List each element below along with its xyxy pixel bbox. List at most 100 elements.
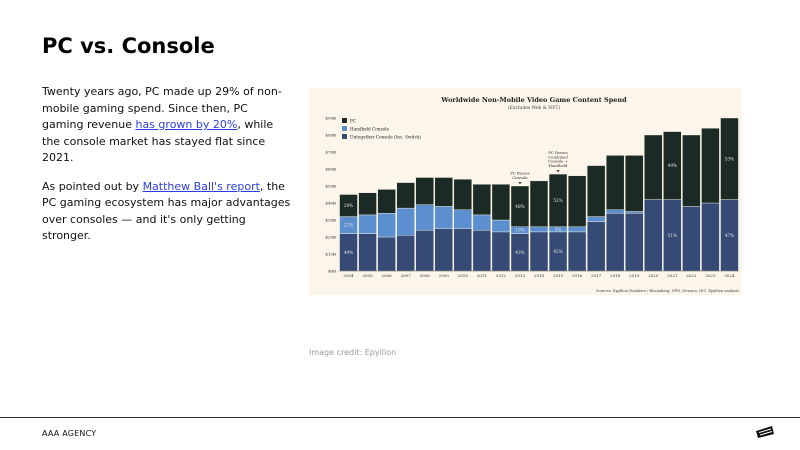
- annotation-arrow: [556, 170, 560, 173]
- y-tick-label: $90B: [325, 116, 336, 121]
- segment-data-label: 52%: [553, 198, 562, 203]
- annotation-label: PC Passes Console: [510, 171, 529, 180]
- bar-segment: [491, 184, 511, 221]
- x-tick-label: 2024: [724, 273, 735, 278]
- annotations: PC Passes Console PC Passes Combined Console…: [510, 150, 568, 185]
- x-tick-label: 2023: [705, 273, 716, 278]
- y-tick-label: $0B: [328, 269, 336, 274]
- x-tick-label: 2009: [439, 273, 450, 278]
- bar-segment: [567, 231, 587, 272]
- legend-swatch: [342, 118, 347, 123]
- bar-segment: [358, 233, 377, 272]
- matthew-ball-report-link[interactable]: Matthew Ball's report: [142, 179, 260, 193]
- pc-growth-link[interactable]: has grown by 20%: [135, 118, 238, 131]
- bar-segment: [377, 212, 396, 238]
- bar-segment: [720, 117, 739, 200]
- x-tick-label: 2015: [553, 273, 564, 278]
- x-tick-label: 2013: [515, 273, 526, 278]
- bar-segment: [453, 178, 472, 210]
- segment-data-label: 53%: [725, 156, 734, 161]
- bar-segment: [586, 216, 606, 222]
- paragraph-2: As pointed out by Matthew Ball's report,…: [42, 179, 292, 245]
- bar-segment: [625, 155, 644, 212]
- stacked-bar-chart: Worldwide Non-Mobile Video Game Content …: [325, 96, 739, 293]
- y-tick-label: $60B: [325, 167, 336, 172]
- bar-segment: [548, 173, 568, 227]
- segment-data-label: 43%: [553, 249, 562, 254]
- y-tick-label: $20B: [325, 235, 336, 240]
- segment-data-label: 51%: [668, 233, 677, 238]
- bar-segment: [339, 194, 358, 217]
- x-tick-label: 2017: [591, 273, 602, 278]
- bar-segment: [529, 231, 549, 272]
- legend-label: Untogether Console (Inc. Switch): [350, 134, 422, 139]
- bar-segment: [701, 128, 720, 204]
- bar-segment: [567, 226, 587, 233]
- x-tick-label: 2010: [458, 273, 469, 278]
- y-tick-label: $80B: [325, 133, 336, 138]
- bar-segment: [606, 212, 625, 272]
- chart-legend: PC Handheld Console Untogether Console (In…: [342, 118, 422, 139]
- bar-segment: [529, 180, 549, 228]
- chart-title: Worldwide Non-Mobile Video Game Content …: [440, 96, 627, 104]
- paragraph-1: Twenty years ago, PC made up 29% of non-…: [42, 84, 292, 167]
- x-tick-label: 2004: [343, 273, 354, 278]
- annotation-label: PC Passes Combined Console + Handheld: [548, 150, 568, 168]
- x-tick-label: 2007: [401, 273, 412, 278]
- bar-segment: [472, 229, 492, 272]
- x-tick-label: 2008: [420, 273, 431, 278]
- agency-logo-icon: [756, 426, 774, 438]
- bar-segment: [396, 207, 415, 236]
- bar-segment: [625, 212, 644, 272]
- image-credit: Image credit: Epyllion: [309, 348, 397, 357]
- bar-segment: [663, 131, 682, 200]
- footer-brand: AAA AGENCY: [42, 429, 97, 438]
- bar-segment: [434, 228, 453, 272]
- x-tick-label: 2021: [667, 273, 677, 278]
- x-tick-label: 2016: [572, 273, 583, 278]
- bar-segment: [396, 182, 415, 209]
- data-labels: 29% 22% 49% 48% 10% 43% 52% 5% 43% 49% 51% 53% 47%: [344, 156, 734, 255]
- bar-segment: [358, 214, 377, 234]
- y-tick-label: $70B: [325, 150, 336, 155]
- y-axis: $0B $10B $20B $30B $40B $50B $60B $70B $80B $90B: [325, 116, 336, 274]
- segment-data-label: 29%: [344, 203, 353, 208]
- bar-segment: [586, 165, 606, 217]
- bar-segment: [415, 177, 434, 205]
- bar-segment: [529, 226, 549, 233]
- bar-segment: [434, 206, 453, 229]
- x-tick-label: 2011: [477, 273, 487, 278]
- bar-segment: [434, 177, 453, 207]
- bar-segment: [491, 231, 511, 272]
- para2-text-a: As pointed out by: [42, 179, 143, 193]
- bar-segment: [415, 229, 434, 272]
- chart-subtitle: (Excludes Web & NFT): [508, 104, 560, 111]
- footer-divider: [0, 417, 800, 418]
- y-tick-label: $40B: [325, 201, 336, 206]
- segment-data-label: 43%: [515, 250, 524, 255]
- bar-segment: [453, 228, 472, 272]
- x-tick-label: 2022: [686, 273, 697, 278]
- bar-segment: [567, 175, 587, 228]
- segment-data-label: 22%: [344, 223, 353, 228]
- page-title: PC vs. Console: [42, 34, 215, 58]
- bar-segment: [453, 209, 472, 229]
- x-tick-label: 2020: [648, 273, 659, 278]
- x-tick-label: 2019: [629, 273, 640, 278]
- x-tick-label: 2014: [534, 273, 545, 278]
- bar-segment: [358, 192, 377, 216]
- bar-segment: [606, 155, 625, 211]
- bar-segment: [491, 219, 511, 233]
- bar-segment: [644, 134, 663, 200]
- bar-segment: [377, 236, 396, 272]
- bar-segment: [644, 199, 663, 272]
- para1-text-b: , while the console market has stayed fl…: [42, 118, 274, 164]
- para1-text-a: Twenty years ago, PC made up 29% of non-…: [42, 85, 282, 131]
- bar-segment: [472, 214, 492, 231]
- segment-data-label: 49%: [668, 163, 677, 168]
- legend-swatch: [342, 126, 347, 131]
- legend-label: Handheld Console: [350, 126, 389, 131]
- legend-label: PC: [350, 118, 356, 123]
- x-tick-label: 2012: [496, 273, 507, 278]
- bar-segment: [701, 202, 720, 272]
